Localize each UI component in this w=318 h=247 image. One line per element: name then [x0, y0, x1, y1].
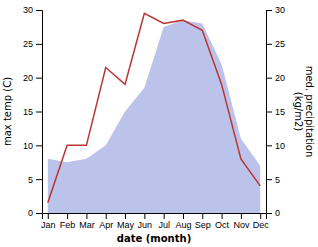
tick: 25 [23, 39, 42, 49]
tick-mark [266, 213, 272, 214]
axis-line [36, 11, 43, 214]
tick-label: 0 [275, 208, 280, 218]
tick-label: 5 [275, 175, 280, 185]
tick-mark [36, 145, 42, 146]
tick-label: Jul [158, 220, 170, 230]
tick-label: 10 [275, 141, 285, 151]
y2-axis: 0 5 10 15 20 25 30 [266, 5, 285, 218]
axis-line [267, 11, 273, 214]
tick: 5 [266, 175, 280, 185]
tick: Oct [215, 213, 230, 230]
tick-mark [36, 44, 42, 45]
tick-mark [106, 213, 107, 219]
tick-label: 20 [23, 73, 33, 83]
tick-mark [241, 213, 242, 219]
tick: 10 [266, 141, 285, 151]
tick-mark [36, 112, 42, 113]
tick-mark [266, 145, 272, 146]
tick-mark [266, 10, 272, 11]
tick-mark [144, 213, 145, 219]
tick-label: 15 [275, 107, 285, 117]
tick-label: 10 [23, 141, 33, 151]
tick-mark [36, 213, 42, 214]
tick-label: Mar [79, 220, 95, 230]
tick-label: 0 [28, 208, 33, 218]
tick: 20 [266, 73, 285, 83]
tick: 0 [266, 208, 280, 218]
tick: May [117, 213, 135, 230]
tick-label: Nov [233, 220, 250, 230]
tick-mark [36, 179, 42, 180]
tick-mark [202, 213, 203, 219]
tick: 30 [266, 5, 285, 15]
tick: Jul [158, 213, 170, 230]
y-axis: 0 5 10 15 20 25 30 [23, 5, 43, 218]
tick-mark [266, 179, 272, 180]
tick: Dec [253, 213, 270, 230]
tick-mark [222, 213, 223, 219]
tick-mark [67, 213, 68, 219]
tick: Nov [233, 213, 250, 230]
tick: 10 [23, 141, 42, 151]
tick-label: Feb [60, 220, 76, 230]
tick-mark [164, 213, 165, 219]
tick-label: Jan [41, 220, 56, 230]
tick: 25 [266, 39, 285, 49]
tick-label: Sep [195, 220, 211, 230]
tick-mark [183, 213, 184, 219]
x-axis: Jan FebMar Apr MayJun Jul Aug Sep OctNovDec [41, 213, 269, 230]
tick-label: May [117, 220, 135, 230]
tick: 30 [23, 5, 42, 15]
y-axis-title: max temp (C) [2, 77, 13, 146]
tick-mark [48, 213, 49, 219]
tick-label: Oct [215, 220, 230, 230]
tick-label: 30 [275, 5, 285, 15]
tick: 5 [28, 175, 42, 185]
tick-label: Apr [99, 220, 113, 230]
tick-mark [266, 44, 272, 45]
tick: Sep [195, 213, 211, 230]
tick: Feb [60, 213, 76, 230]
tick: Jun [138, 213, 153, 230]
tick-label: 20 [275, 73, 285, 83]
tick: 15 [266, 107, 285, 117]
tick: Aug [175, 213, 191, 230]
tick-label: 5 [28, 175, 33, 185]
line [48, 13, 260, 202]
tick: 0 [28, 208, 42, 218]
marks [48, 13, 260, 213]
y2-axis-title: med. precipitation(kg/m2) [293, 66, 316, 158]
tick-label: 15 [23, 107, 33, 117]
tick-label: Aug [175, 220, 191, 230]
tick-mark [266, 78, 272, 79]
tick-mark [86, 213, 87, 219]
tick: Jan [41, 213, 56, 230]
tick-mark [36, 10, 42, 11]
tick: Mar [79, 213, 95, 230]
tick-label: Dec [253, 220, 270, 230]
plot: Jan FebMar Apr MayJun Jul Aug Sep OctNovDec 0 5 10… [23, 5, 285, 230]
tick: 15 [23, 107, 42, 117]
tick-mark [125, 213, 126, 219]
axis-line [43, 214, 267, 220]
tick-label: Jun [138, 220, 153, 230]
chart: Jan FebMar Apr MayJun Jul Aug Sep OctNovDec 0 5 10… [0, 0, 318, 247]
tick: 20 [23, 73, 42, 83]
tick-mark [266, 112, 272, 113]
tick-label: 25 [275, 39, 285, 49]
area [48, 20, 260, 213]
tick-mark [36, 78, 42, 79]
tick-mark [260, 213, 261, 219]
tick-label: 30 [23, 5, 33, 15]
tick-label: 25 [23, 39, 33, 49]
x-axis-title: date (month) [117, 233, 191, 244]
tick: Apr [99, 213, 113, 230]
